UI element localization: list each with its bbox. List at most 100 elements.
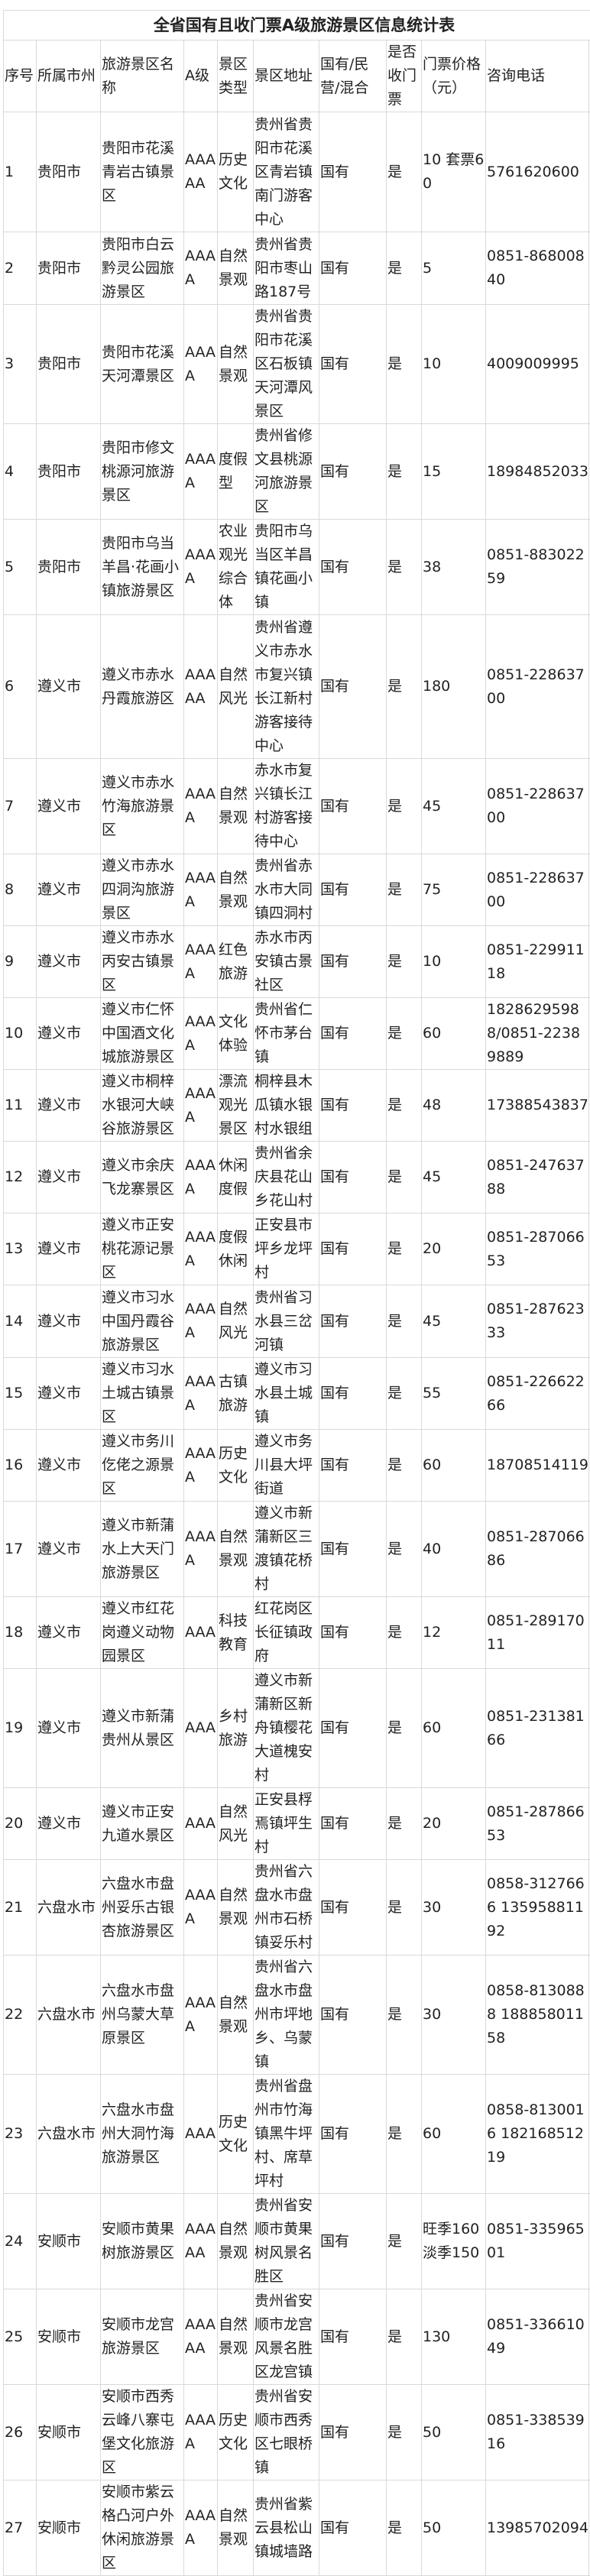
cell-ownership: 国有 [319,1860,387,1955]
cell-phone: 0851-22863700 [486,759,589,854]
cell-level: AAAA [184,2480,218,2576]
cell-name: 安顺市紫云格凸河户外休闲旅游景区 [101,2480,184,2576]
cell-no: 9 [4,926,37,998]
cell-phone: 0851-22991118 [486,926,589,998]
cell-phone: 0851-33661049 [486,2289,589,2385]
title-row: 全省国有且收门票A级旅游景区信息统计表 [4,11,590,41]
header-no: 序号 [4,41,37,112]
cell-type: 休闲度假 [218,1142,254,1213]
cell-level: AAAA [184,1213,218,1285]
cell-ownership: 国有 [319,998,387,1070]
cell-price: 130 [422,2289,486,2385]
cell-type: 红色旅游 [218,926,254,998]
cell-level: AAAA [184,1070,218,1142]
cell-ticketed: 是 [387,1285,422,1358]
cell-type: 文化体验 [218,998,254,1070]
cell-phone: 0851-88302259 [486,520,589,615]
cell-type: 自然景观 [218,2480,254,2576]
cell-price: 12 [422,1597,486,1669]
cell-name: 贵阳市花溪天河潭景区 [101,305,184,424]
header-price: 门票价格（元） [422,41,486,112]
cell-city: 遵义市 [37,1213,101,1285]
cell-ownership: 国有 [319,232,387,305]
cell-name: 遵义市赤水丙安古镇景区 [101,926,184,998]
cell-ownership: 国有 [319,1430,387,1502]
cell-type: 自然风光 [218,1285,254,1358]
cell-address: 正安县市坪乡龙坪村 [254,1213,319,1285]
cell-level: AAA [184,1788,218,1860]
cell-type: 古镇旅游 [218,1358,254,1430]
cell-phone: 18708514119 [486,1430,589,1502]
cell-ticketed: 是 [387,1070,422,1142]
cell-no: 7 [4,759,37,854]
cell-name: 遵义市桐梓水银河大峡谷旅游景区 [101,1070,184,1142]
cell-phone: 0851-28762333 [486,1285,589,1358]
cell-ownership: 国有 [319,2194,387,2289]
cell-name: 遵义市务川仡佬之源景区 [101,1430,184,1502]
cell-level: AAAAA [184,112,218,232]
cell-ticketed: 是 [387,520,422,615]
cell-city: 遵义市 [37,1502,101,1597]
cell-city: 贵阳市 [37,305,101,424]
cell-name: 遵义市仁怀中国酒文化城旅游景区 [101,998,184,1070]
cell-city: 遵义市 [37,759,101,854]
cell-city: 遵义市 [37,1070,101,1142]
cell-price: 10 [422,926,486,998]
cell-city: 贵阳市 [37,424,101,520]
cell-level: AAAA [184,305,218,424]
cell-phone: 18984852033 [486,424,589,520]
cell-name: 安顺市西秀云峰八寨屯堡文化旅游区 [101,2385,184,2480]
cell-level: AAAAA [184,2289,218,2385]
cell-ticketed: 是 [387,424,422,520]
cell-no: 19 [4,1669,37,1788]
cell-name: 遵义市红花岗遵义动物园景区 [101,1597,184,1669]
cell-city: 六盘水市 [37,1955,101,2075]
cell-address: 贵州省安顺市龙宫风景名胜区龙宫镇 [254,2289,319,2385]
cell-no: 12 [4,1142,37,1213]
cell-phone: 0851-33853916 [486,2385,589,2480]
cell-name: 六盘水市盘州大洞竹海旅游景区 [101,2075,184,2194]
cell-ticketed: 是 [387,305,422,424]
cell-type: 自然景观 [218,854,254,926]
cell-city: 安顺市 [37,2194,101,2289]
cell-name: 六盘水市盘州妥乐古银杏旅游景区 [101,1860,184,1955]
cell-phone: 18286295988/0851-22389889 [486,998,589,1070]
cell-ticketed: 是 [387,854,422,926]
cell-no: 11 [4,1070,37,1142]
cell-price: 75 [422,854,486,926]
cell-level: AAAA [184,1955,218,2075]
cell-price: 48 [422,1070,486,1142]
cell-ownership: 国有 [319,926,387,998]
cell-type: 自然景观 [218,1502,254,1597]
cell-city: 遵义市 [37,1430,101,1502]
cell-type: 历史文化 [218,1430,254,1502]
cell-city: 遵义市 [37,998,101,1070]
cell-phone: 0851-28786653 [486,1788,589,1860]
cell-level: AAA [184,2075,218,2194]
cell-level: AAAA [184,2385,218,2480]
cell-ticketed: 是 [387,112,422,232]
cell-ownership: 国有 [319,2480,387,2576]
cell-ticketed: 是 [387,1213,422,1285]
cell-no: 20 [4,1788,37,1860]
cell-level: AAAA [184,520,218,615]
header-level: A级 [184,41,218,112]
cell-no: 18 [4,1597,37,1669]
cell-ownership: 国有 [319,2385,387,2480]
cell-ticketed: 是 [387,759,422,854]
cell-address: 贵州省余庆县花山乡花山村 [254,1142,319,1213]
cell-type: 历史文化 [218,2385,254,2480]
cell-level: AAAA [184,424,218,520]
cell-price: 5 [422,232,486,305]
cell-ticketed: 是 [387,2194,422,2289]
cell-no: 24 [4,2194,37,2289]
